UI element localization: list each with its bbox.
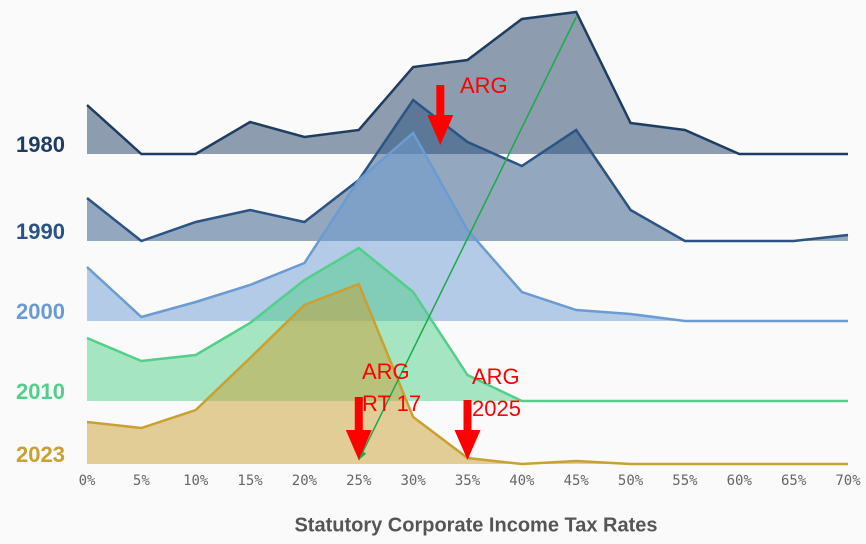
x-tick-label: 5% bbox=[133, 473, 150, 489]
annotation-text: 2025 bbox=[472, 396, 521, 421]
ridge-line bbox=[86, 98, 849, 243]
x-tick-label: 70% bbox=[835, 473, 861, 489]
legend-label: 2000 bbox=[16, 299, 65, 324]
annotation-arrow bbox=[454, 400, 481, 460]
x-tick-label: 25% bbox=[346, 473, 372, 489]
ridge-line bbox=[86, 131, 848, 323]
ridge-area bbox=[87, 284, 848, 464]
annotation-arrow bbox=[427, 85, 454, 145]
x-tick-label: 0% bbox=[79, 473, 96, 489]
ridge-area bbox=[87, 100, 848, 241]
x-tick-label: 40% bbox=[509, 473, 535, 489]
annotation-text: ARG bbox=[362, 359, 410, 384]
x-tick-label: 30% bbox=[400, 473, 426, 489]
x-tick-label: 35% bbox=[455, 473, 481, 489]
ridge-area bbox=[87, 12, 848, 154]
x-tick-label: 20% bbox=[292, 473, 318, 489]
annotation-text: RT 17 bbox=[362, 391, 421, 416]
trend-arrow bbox=[358, 16, 577, 461]
legend-label: 1980 bbox=[16, 132, 65, 157]
x-tick-label: 45% bbox=[564, 473, 590, 489]
ridge-line bbox=[86, 246, 848, 403]
legend-label: 1990 bbox=[16, 219, 65, 244]
x-tick-label: 65% bbox=[781, 473, 807, 489]
x-tick-label: 50% bbox=[618, 473, 644, 489]
x-tick-label: 55% bbox=[672, 473, 698, 489]
x-tick-label: 15% bbox=[237, 473, 263, 489]
annotation-text: ARG bbox=[472, 364, 520, 389]
legend-label: 2010 bbox=[16, 379, 65, 404]
annotation-arrow bbox=[345, 397, 372, 460]
chart-title: Statutory Corporate Income Tax Rates bbox=[294, 514, 657, 536]
legend-label: 2023 bbox=[16, 442, 65, 467]
x-tick-label: 60% bbox=[727, 473, 753, 489]
ridge-line bbox=[86, 10, 848, 156]
x-tick-label: 10% bbox=[183, 473, 209, 489]
annotation-text: ARG bbox=[460, 73, 508, 98]
